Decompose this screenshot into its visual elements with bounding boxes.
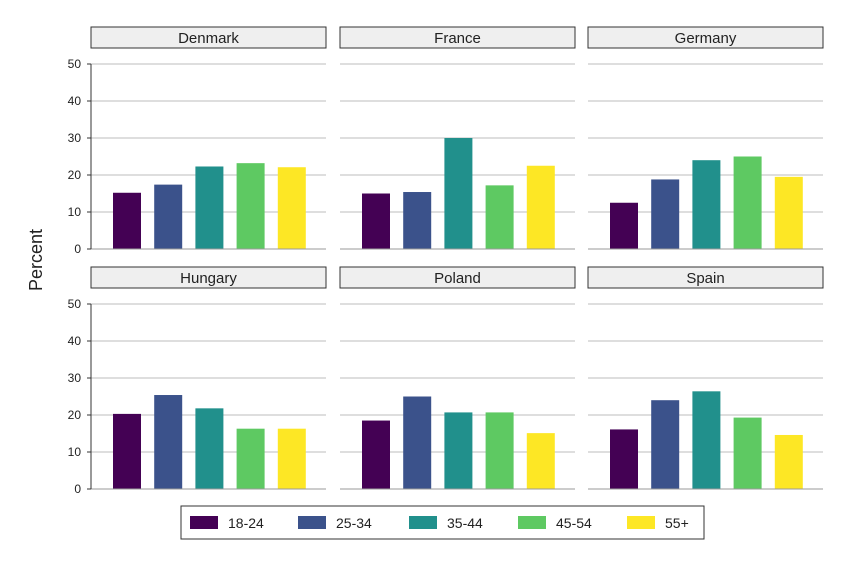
panel-denmark: Denmark 0 10 20 30 40 50 <box>68 26 327 256</box>
legend-swatch-55 <box>627 516 655 529</box>
y-tick-label: 0 <box>74 242 81 256</box>
legend: 18-24 25-34 35-44 45-54 55+ <box>180 505 705 540</box>
bar-denmark-55 <box>277 167 306 249</box>
panel-france: France <box>339 26 576 250</box>
y-axis-label: Percent <box>26 229 46 291</box>
y-tick-label: 30 <box>68 371 82 385</box>
legend-item-35-44: 35-44 <box>409 515 483 531</box>
panel-strip-hungary <box>90 266 327 289</box>
legend-label-35-44: 35-44 <box>447 515 483 531</box>
legend-label-25-34: 25-34 <box>336 515 372 531</box>
bar-denmark-35-44 <box>195 166 224 249</box>
bar-hungary-55 <box>277 428 306 489</box>
panel-germany: Germany <box>587 26 824 250</box>
legend-swatch-25-34 <box>298 516 326 529</box>
bar-spain-25-34 <box>651 400 680 489</box>
bar-france-35-44 <box>444 138 473 249</box>
panel-strip-france <box>339 26 576 49</box>
legend-label-45-54: 45-54 <box>556 515 592 531</box>
bar-denmark-25-34 <box>154 184 183 249</box>
bar-germany-25-34 <box>651 179 680 249</box>
bar-hungary-45-54 <box>236 428 265 489</box>
legend-box <box>180 505 705 540</box>
panel-title-poland: Poland <box>434 270 481 287</box>
panels: Denmark 0 10 20 30 40 50 France Germany Hungary 0 1… <box>68 26 824 496</box>
panel-strip-poland <box>339 266 576 289</box>
bar-spain-35-44 <box>692 391 721 489</box>
bar-poland-25-34 <box>403 396 432 489</box>
bar-hungary-18-24 <box>113 413 141 489</box>
panel-strip-spain <box>587 266 824 289</box>
y-tick-label: 10 <box>68 205 82 219</box>
bar-france-55 <box>526 165 555 249</box>
legend-item-25-34: 25-34 <box>298 515 372 531</box>
legend-item-45-54: 45-54 <box>518 515 592 531</box>
bar-france-18-24 <box>362 193 390 249</box>
y-tick-label: 50 <box>68 57 82 71</box>
bar-poland-35-44 <box>444 412 473 489</box>
panel-title-germany: Germany <box>675 30 737 47</box>
bar-hungary-25-34 <box>154 395 183 489</box>
panel-poland: Poland <box>339 266 576 490</box>
bar-denmark-45-54 <box>236 163 265 249</box>
legend-swatch-35-44 <box>409 516 437 529</box>
bar-poland-18-24 <box>362 420 390 489</box>
bar-spain-45-54 <box>733 417 762 489</box>
bar-germany-18-24 <box>610 202 638 249</box>
y-tick-label: 30 <box>68 131 82 145</box>
legend-label-18-24: 18-24 <box>228 515 264 531</box>
y-tick-label: 10 <box>68 445 82 459</box>
bar-germany-55 <box>774 176 803 249</box>
y-tick-label: 40 <box>68 94 82 108</box>
y-tick-label: 0 <box>74 482 81 496</box>
bar-spain-55 <box>774 434 803 489</box>
panel-title-spain: Spain <box>686 270 724 287</box>
y-tick-label: 20 <box>68 168 82 182</box>
bar-poland-45-54 <box>485 412 514 489</box>
bar-france-45-54 <box>485 185 514 249</box>
legend-label-55: 55+ <box>665 515 689 531</box>
y-tick-label: 40 <box>68 334 82 348</box>
legend-item-18-24: 18-24 <box>190 515 264 531</box>
panel-title-hungary: Hungary <box>180 270 237 287</box>
panel-spain: Spain <box>587 266 824 490</box>
y-tick-label: 50 <box>68 297 82 311</box>
panel-strip-germany <box>587 26 824 49</box>
legend-item-55: 55+ <box>627 515 689 531</box>
legend-swatch-45-54 <box>518 516 546 529</box>
panel-hungary: Hungary 0 10 20 30 40 50 <box>68 266 327 496</box>
bar-germany-35-44 <box>692 160 721 249</box>
bar-poland-55 <box>526 433 555 489</box>
legend-swatch-18-24 <box>190 516 218 529</box>
y-tick-label: 20 <box>68 408 82 422</box>
panel-title-denmark: Denmark <box>178 30 239 47</box>
panel-strip-denmark <box>90 26 327 49</box>
bar-germany-45-54 <box>733 156 762 249</box>
panel-title-france: France <box>434 30 481 47</box>
bar-france-25-34 <box>403 192 432 249</box>
bar-denmark-18-24 <box>113 192 141 249</box>
bar-hungary-35-44 <box>195 408 224 489</box>
bar-spain-18-24 <box>610 429 638 489</box>
